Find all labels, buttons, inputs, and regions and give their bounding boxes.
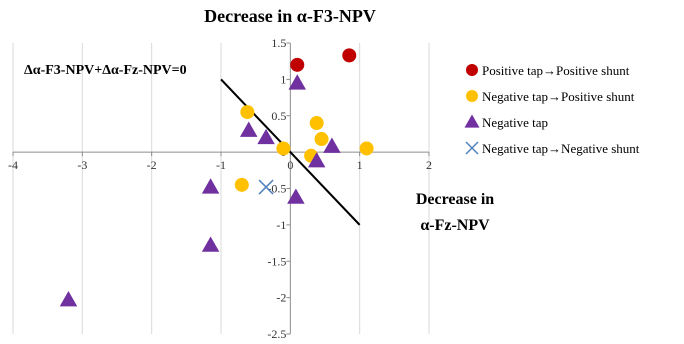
data-points — [59, 48, 374, 307]
data-point-series-1 — [240, 105, 255, 120]
x-tick-label: -2 — [147, 158, 157, 172]
axes-layer — [12, 42, 430, 335]
legend-marker-3 — [465, 141, 479, 155]
grid-layer — [12, 43, 430, 334]
data-point-series-1 — [309, 116, 324, 131]
x-tick-label: 2 — [426, 158, 432, 172]
data-point-series-3 — [258, 179, 274, 195]
y-tick-label: -0.5 — [267, 182, 286, 196]
legend-label-1: Negative tap→Positive shunt — [482, 89, 635, 104]
data-point-series-2 — [307, 152, 326, 168]
x-stroke — [258, 179, 274, 195]
y-tick-label: -2 — [276, 291, 286, 305]
data-point-series-2 — [201, 236, 220, 252]
data-point-series-2 — [257, 128, 275, 145]
data-point-series-2 — [201, 178, 220, 194]
x-tick-label: -1 — [216, 158, 226, 172]
data-point-series-0 — [290, 57, 305, 72]
legend-marker-2 — [464, 114, 480, 128]
y-tick-label: -2.5 — [267, 327, 286, 339]
data-point-series-1 — [234, 177, 249, 192]
y-tick-label: -1 — [276, 218, 286, 232]
legend-marker-0 — [466, 64, 478, 76]
reference-line-layer — [220, 78, 361, 226]
data-point-series-1 — [314, 132, 329, 147]
legend: Positive tap→Positive shunt Negative tap→… — [464, 63, 640, 156]
data-point-series-2 — [287, 188, 305, 204]
legend-marker-1 — [466, 90, 478, 102]
data-point-series-0 — [342, 48, 357, 63]
x-tick-label: -4 — [8, 158, 18, 172]
x-tick-label: 1 — [357, 158, 363, 172]
data-point-series-2 — [239, 121, 258, 137]
x-tick-label: -3 — [77, 158, 87, 172]
y-tick-label: 1 — [280, 72, 286, 86]
x-axis-label-line2: α-Fz-NPV — [420, 217, 490, 234]
data-point-series-1 — [359, 141, 374, 156]
data-point-series-2 — [288, 74, 307, 90]
legend-label-0: Positive tap→Positive shunt — [482, 63, 630, 78]
x-stroke — [465, 141, 479, 155]
chart-title: Decrease in α-F3-NPV — [204, 6, 376, 26]
data-point-series-2 — [323, 137, 341, 153]
reference-line — [220, 78, 361, 226]
data-point-series-2 — [59, 291, 78, 307]
x-axis-label-line1: Decrease in — [416, 191, 494, 208]
y-tick-label: 1.5 — [271, 36, 286, 50]
data-point-series-1 — [276, 141, 291, 156]
legend-label-3: Negative tap→Negative shunt — [482, 141, 640, 156]
x-tick-label: 0 — [287, 158, 293, 172]
y-tick-label: 0.5 — [271, 109, 286, 123]
legend-label-2: Negative tap — [482, 115, 548, 130]
reference-line-label: Δα-F3-NPV+Δα-Fz-NPV=0 — [24, 63, 187, 78]
y-tick-label: -1.5 — [267, 254, 286, 268]
